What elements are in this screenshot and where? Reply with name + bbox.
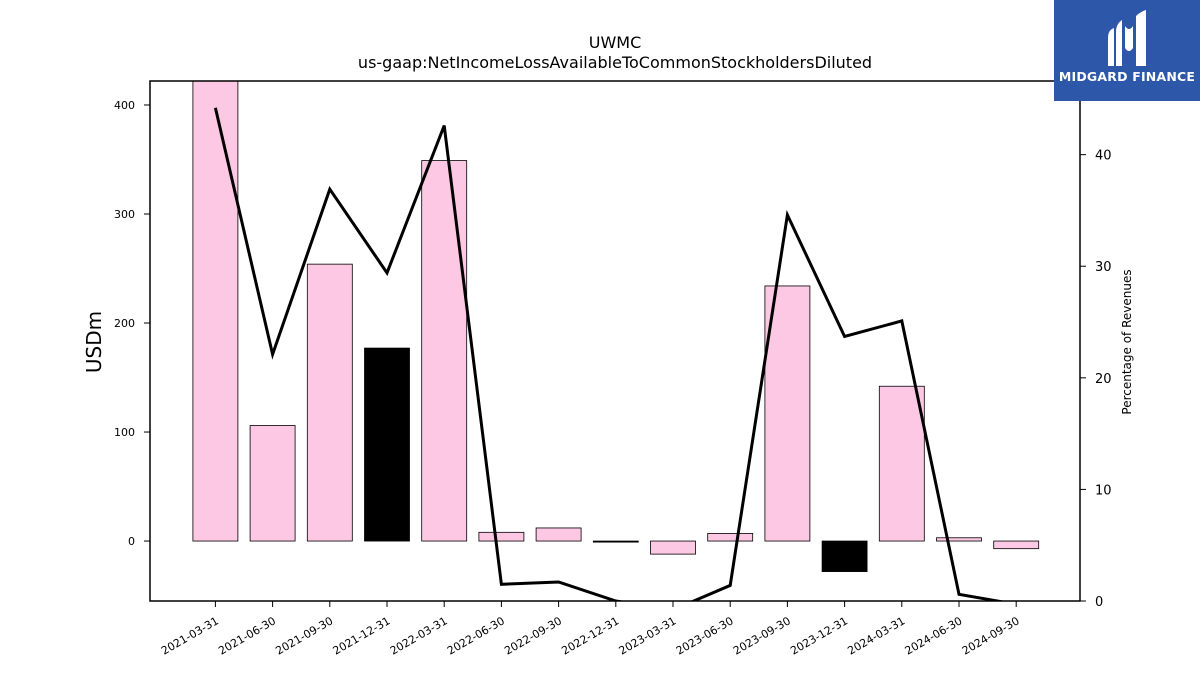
y2-tick-label: 0 bbox=[1095, 595, 1103, 610]
y2-tick-label: 10 bbox=[1095, 483, 1112, 498]
y-tick-label: 0 bbox=[128, 535, 135, 548]
x-tick-label: 2022-03-31 bbox=[388, 614, 450, 657]
bar-2023-03-31 bbox=[650, 540, 696, 555]
y-tick-label: 300 bbox=[114, 208, 135, 221]
x-tick-label: 2023-06-30 bbox=[674, 614, 736, 657]
x-tick-label: 2022-12-31 bbox=[559, 614, 621, 657]
plot-frame bbox=[149, 80, 1081, 602]
bar-2021-12-31 bbox=[364, 347, 410, 542]
x-tick-label: 2022-06-30 bbox=[445, 614, 507, 657]
y2-tick-label: 40 bbox=[1095, 149, 1112, 164]
chart-subtitle: us-gaap:NetIncomeLossAvailableToCommonSt… bbox=[358, 53, 872, 72]
bar-2024-03-31 bbox=[878, 385, 925, 542]
y-tick-label: 400 bbox=[114, 99, 135, 112]
x-tick-label: 2023-09-30 bbox=[731, 614, 793, 657]
x-tick-label: 2022-09-30 bbox=[502, 614, 564, 657]
x-tick-label: 2021-06-30 bbox=[216, 614, 278, 657]
bar-2024-06-30 bbox=[936, 537, 982, 542]
x-tick-label: 2023-12-31 bbox=[788, 614, 850, 657]
y-tick-label: 200 bbox=[114, 317, 135, 330]
y-axis-label: USDm bbox=[82, 311, 106, 373]
percentage-line bbox=[213, 107, 1007, 601]
chart-title: UWMC bbox=[589, 33, 642, 52]
x-tick-label: 2024-03-31 bbox=[845, 614, 907, 657]
logo-text: MIDGARD FINANCE bbox=[1058, 69, 1196, 84]
x-tick-label: 2024-09-30 bbox=[960, 614, 1022, 657]
bar-2021-03-31 bbox=[192, 81, 239, 542]
x-tick-label: 2021-09-30 bbox=[273, 614, 335, 657]
midgard-logo-icon bbox=[1108, 10, 1146, 66]
bar-2023-12-31 bbox=[821, 540, 868, 572]
bar-2022-12-31 bbox=[592, 540, 639, 543]
x-tick-label: 2021-03-31 bbox=[159, 614, 221, 657]
x-tick-label: 2024-06-30 bbox=[903, 614, 965, 657]
bar-series bbox=[192, 81, 1040, 572]
y2-tick-label: 30 bbox=[1095, 260, 1112, 275]
plot-area: 0 100 200 300 400 0 10 20 30 40 2021-03-312021-06-… bbox=[114, 80, 1112, 658]
bar-2024-09-30 bbox=[993, 540, 1040, 550]
bar-2022-06-30 bbox=[478, 531, 525, 542]
bar-2023-09-30 bbox=[764, 285, 811, 542]
x-tick-label: 2023-03-31 bbox=[617, 614, 679, 657]
midgard-finance-logo: MIDGARD FINANCE bbox=[1054, 0, 1200, 101]
bar-2023-06-30 bbox=[707, 533, 754, 542]
bar-2021-06-30 bbox=[249, 425, 296, 542]
bar-2022-03-31 bbox=[421, 160, 468, 542]
secondary-y-axis-label: Percentage of Revenues bbox=[1120, 269, 1134, 414]
bar-2022-09-30 bbox=[535, 527, 582, 542]
x-tick-label: 2021-12-31 bbox=[331, 614, 393, 657]
y2-tick-label: 20 bbox=[1095, 372, 1112, 387]
bar-2021-09-30 bbox=[306, 263, 353, 542]
y-tick-label: 100 bbox=[114, 426, 135, 439]
